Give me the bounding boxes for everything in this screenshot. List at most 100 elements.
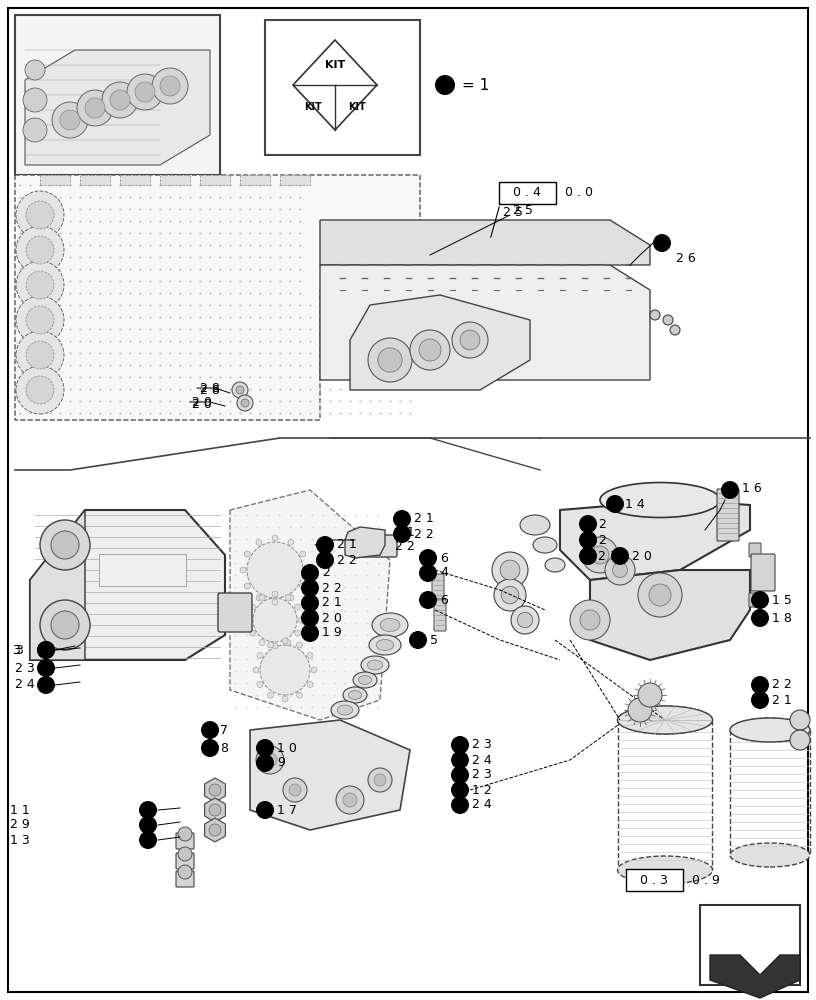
Circle shape xyxy=(26,341,54,369)
Text: 2: 2 xyxy=(598,534,605,546)
Circle shape xyxy=(751,676,769,694)
Circle shape xyxy=(301,609,319,627)
FancyBboxPatch shape xyxy=(176,871,194,887)
Text: 2 0: 2 0 xyxy=(632,550,652,562)
Circle shape xyxy=(77,90,113,126)
Text: 1 5: 1 5 xyxy=(772,593,792,606)
FancyBboxPatch shape xyxy=(40,175,70,185)
Circle shape xyxy=(511,606,539,634)
Circle shape xyxy=(26,201,54,229)
Circle shape xyxy=(272,643,278,649)
Circle shape xyxy=(343,793,357,807)
Text: 1 1: 1 1 xyxy=(10,804,29,816)
Circle shape xyxy=(307,682,313,688)
Circle shape xyxy=(52,102,88,138)
Circle shape xyxy=(209,824,221,836)
Circle shape xyxy=(23,118,47,142)
Circle shape xyxy=(16,191,64,239)
Circle shape xyxy=(139,816,157,834)
FancyBboxPatch shape xyxy=(99,554,186,586)
Circle shape xyxy=(256,739,274,757)
Ellipse shape xyxy=(358,676,371,684)
Text: KIT: KIT xyxy=(325,60,345,70)
Circle shape xyxy=(638,683,662,707)
Circle shape xyxy=(751,591,769,609)
Ellipse shape xyxy=(380,618,400,632)
Circle shape xyxy=(492,552,528,588)
Circle shape xyxy=(253,667,259,673)
Text: 2 0: 2 0 xyxy=(192,397,212,410)
Circle shape xyxy=(201,721,219,739)
Text: 8: 8 xyxy=(220,742,228,754)
Circle shape xyxy=(517,612,533,628)
Circle shape xyxy=(178,847,192,861)
Circle shape xyxy=(37,641,55,659)
Circle shape xyxy=(240,567,246,573)
Circle shape xyxy=(259,594,265,600)
Text: 2 1: 2 1 xyxy=(772,694,792,706)
Circle shape xyxy=(419,591,437,609)
Text: 2 9: 2 9 xyxy=(10,818,29,832)
Text: 0 . 9: 0 . 9 xyxy=(692,874,720,886)
Circle shape xyxy=(500,560,520,580)
Text: 6: 6 xyxy=(440,593,448,606)
Circle shape xyxy=(790,710,810,730)
Circle shape xyxy=(393,510,411,528)
Text: = 1: = 1 xyxy=(462,78,490,93)
Circle shape xyxy=(336,786,364,814)
Circle shape xyxy=(501,586,519,604)
Circle shape xyxy=(272,535,278,541)
Ellipse shape xyxy=(618,856,712,884)
Circle shape xyxy=(16,296,64,344)
Ellipse shape xyxy=(361,656,389,674)
Circle shape xyxy=(650,310,660,320)
Polygon shape xyxy=(30,510,225,660)
Circle shape xyxy=(299,551,306,557)
Circle shape xyxy=(451,796,469,814)
FancyBboxPatch shape xyxy=(434,599,446,631)
Text: 1 9: 1 9 xyxy=(322,626,342,640)
Text: 2 2: 2 2 xyxy=(322,582,342,594)
Circle shape xyxy=(579,547,597,565)
Polygon shape xyxy=(590,570,750,660)
Text: 1 0: 1 0 xyxy=(277,742,297,754)
Circle shape xyxy=(263,753,277,767)
Ellipse shape xyxy=(618,706,712,734)
Text: KIT: KIT xyxy=(304,102,322,112)
Ellipse shape xyxy=(331,701,359,719)
Circle shape xyxy=(60,110,80,130)
Circle shape xyxy=(304,567,310,573)
Circle shape xyxy=(244,551,251,557)
Circle shape xyxy=(139,831,157,849)
Text: 4: 4 xyxy=(440,566,448,580)
Circle shape xyxy=(268,692,273,698)
Circle shape xyxy=(272,599,278,605)
Circle shape xyxy=(250,604,255,610)
Ellipse shape xyxy=(618,706,712,734)
Circle shape xyxy=(289,784,301,796)
Circle shape xyxy=(311,667,317,673)
Circle shape xyxy=(285,594,291,600)
Text: 0 . 4: 0 . 4 xyxy=(513,186,541,200)
FancyBboxPatch shape xyxy=(176,853,194,869)
Circle shape xyxy=(368,768,392,792)
FancyBboxPatch shape xyxy=(15,15,220,175)
Circle shape xyxy=(268,642,273,648)
Circle shape xyxy=(452,322,488,358)
Text: 2 2: 2 2 xyxy=(414,528,434,540)
Circle shape xyxy=(316,551,334,569)
Circle shape xyxy=(579,531,597,549)
Polygon shape xyxy=(250,720,410,830)
Ellipse shape xyxy=(348,691,361,699)
Text: 2: 2 xyxy=(322,566,330,580)
Circle shape xyxy=(298,617,304,623)
Ellipse shape xyxy=(730,718,810,742)
FancyBboxPatch shape xyxy=(280,175,310,185)
Text: 2 3: 2 3 xyxy=(472,768,492,782)
Polygon shape xyxy=(293,40,377,130)
Text: 2 2: 2 2 xyxy=(337,554,357,566)
Text: 1 6: 1 6 xyxy=(742,482,762,494)
FancyBboxPatch shape xyxy=(240,175,270,185)
Polygon shape xyxy=(205,818,225,842)
Text: 2 8: 2 8 xyxy=(200,381,220,394)
